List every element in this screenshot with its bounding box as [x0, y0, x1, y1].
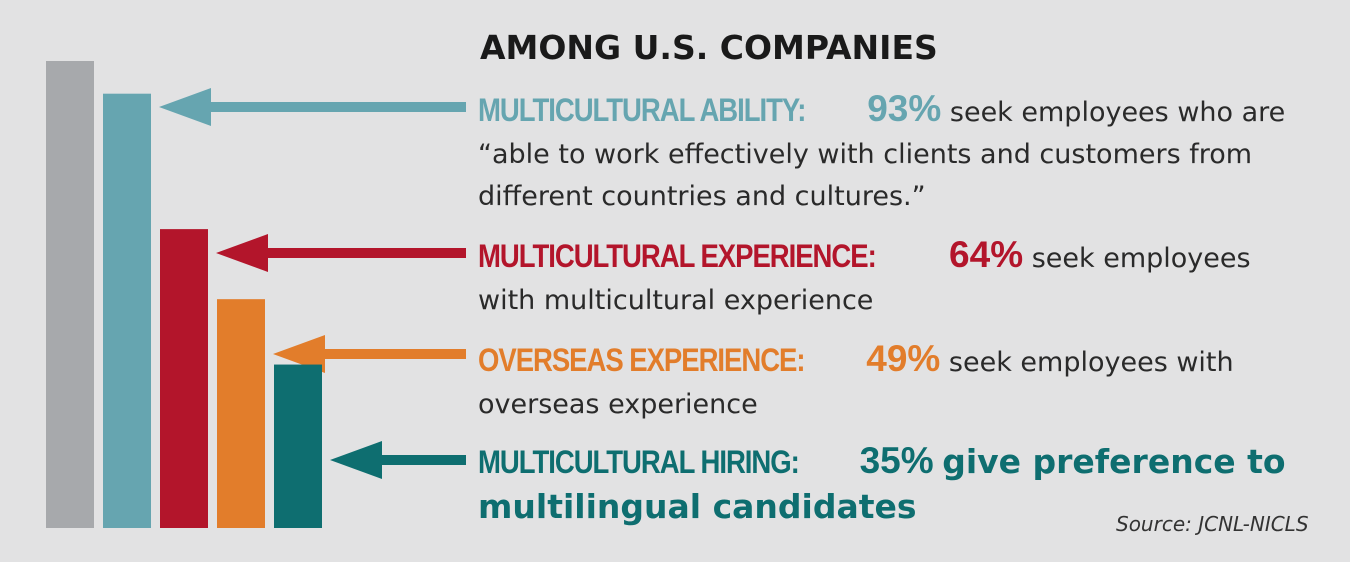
callout-label: MULTICULTURAL EXPERIENCE:: [478, 238, 877, 274]
bar-1: [103, 93, 151, 528]
arrow-2: [216, 234, 466, 272]
callout-percent: 93%: [867, 88, 942, 129]
callout-percent: 64%: [949, 234, 1024, 275]
chart-title: AMONG U.S. COMPANIES: [480, 28, 938, 67]
callout-multicultural-ability: MULTICULTURAL ABILITY: 93% seek employee…: [478, 88, 1298, 218]
bar-2: [160, 229, 208, 528]
callout-text: seek employees with overseas experience: [478, 347, 1234, 420]
callout-label: MULTICULTURAL ABILITY:: [478, 92, 806, 128]
callout-percent: 49%: [866, 338, 941, 379]
callout-text: give preference to multilingual candidat…: [478, 442, 1286, 526]
callout-overseas-experience: OVERSEAS EXPERIENCE: 49% seek employees …: [478, 338, 1298, 426]
bar-4: [274, 364, 322, 528]
callout-text: seek employees with multicultural experi…: [478, 243, 1251, 316]
callout-text: seek employees who are “able to work eff…: [478, 97, 1286, 212]
bar-0: [46, 61, 94, 528]
callout-multicultural-experience: MULTICULTURAL EXPERIENCE: 64% seek emplo…: [478, 234, 1298, 322]
arrow-1: [159, 88, 466, 126]
callout-label: MULTICULTURAL HIRING:: [478, 444, 800, 480]
arrow-3: [273, 335, 466, 373]
arrow-4: [330, 441, 466, 479]
bar-3: [217, 299, 265, 528]
callout-percent: 35%: [859, 440, 934, 481]
source-note: Source: JCNL-NICLS: [1116, 512, 1309, 536]
callout-label: OVERSEAS EXPERIENCE:: [478, 342, 806, 378]
callout-multicultural-hiring: MULTICULTURAL HIRING: 35% give preferenc…: [478, 440, 1298, 531]
